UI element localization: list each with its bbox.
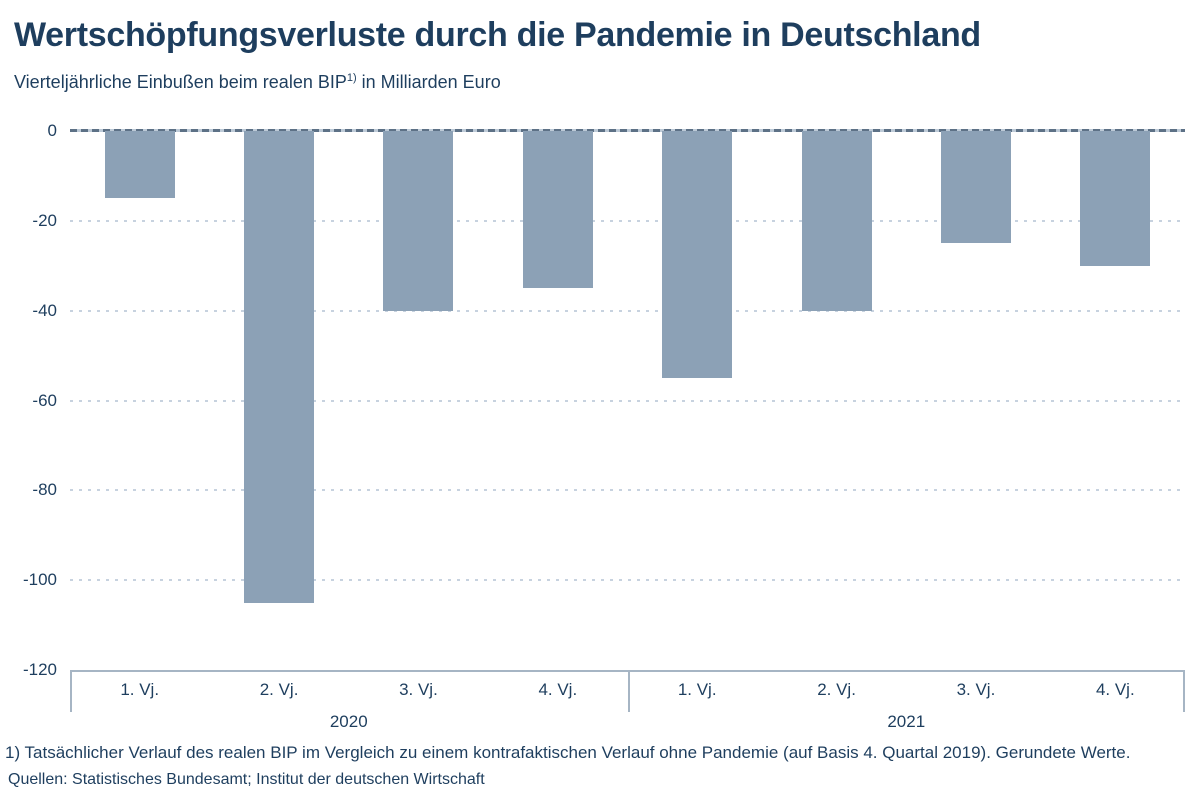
footnote-marker: 1) (346, 72, 357, 84)
bar-2021-q2 (801, 131, 872, 311)
y-axis-tick-label: -40 (32, 300, 57, 320)
y-axis-tick-label: -80 (32, 480, 57, 500)
chart-title: Wertschöpfungsverluste durch die Pandemi… (14, 16, 981, 54)
x-axis-year-label: 2020 (329, 712, 368, 731)
bar-2020-q2 (244, 131, 315, 603)
subtitle-text: Vierteljährliche Einbußen beim realen BI… (14, 72, 347, 92)
bar-2021-q4 (1080, 131, 1151, 266)
x-axis-quarter-label: 3. Vj. (399, 680, 438, 699)
y-axis-tick-label: -60 (32, 390, 57, 410)
gridline (70, 219, 1185, 222)
gridline (70, 399, 1185, 402)
y-axis: 0 -20 -40 -60 -80 -100 -120 (0, 0, 57, 700)
x-axis-quarter-label: 1. Vj. (120, 680, 160, 699)
x-axis-quarter-label: 2. Vj. (817, 680, 856, 699)
x-axis-year-label: 2021 (887, 712, 926, 731)
bar-2021-q1 (662, 131, 733, 379)
chart-subtitle: Vierteljährliche Einbußen beim realen BI… (14, 72, 501, 93)
y-axis-tick-label: 0 (47, 121, 57, 140)
x-axis-separator (627, 672, 630, 712)
subtitle-unit: in Milliarden Euro (356, 72, 501, 92)
y-axis-tick-label: -100 (22, 570, 57, 590)
y-axis-tick-label: -20 (32, 210, 57, 230)
bar-2020-q1 (104, 131, 175, 199)
footnote: 1) Tatsächlicher Verlauf des realen BIP … (5, 743, 1131, 762)
x-axis-quarter-label: 2. Vj. (259, 680, 299, 699)
gridline (70, 489, 1185, 492)
x-axis-quarter-label: 3. Vj. (956, 680, 996, 699)
gridline (70, 579, 1185, 582)
zero-line (70, 129, 1185, 132)
gridline (70, 309, 1185, 312)
x-axis-quarter-label: 4. Vj. (538, 680, 578, 699)
x-axis-quarter-label: 1. Vj. (677, 680, 717, 699)
source-line: Quellen: Statistisches Bundesamt; Instit… (8, 771, 485, 788)
x-axis-quarter-label: 4. Vj. (1095, 680, 1135, 699)
bar-2021-q3 (940, 131, 1011, 244)
bar-2020-q3 (383, 131, 454, 311)
x-axis-separator (1183, 672, 1185, 712)
x-axis-separator (70, 672, 72, 712)
y-axis-tick-label: -120 (22, 660, 57, 679)
bar-2020-q4 (522, 131, 593, 289)
plot-area (70, 129, 1185, 670)
x-axis: 1. Vj. 2. Vj. 3. Vj. 4. Vj. 1. Vj. 2. Vj. 3. V… (70, 670, 1185, 732)
